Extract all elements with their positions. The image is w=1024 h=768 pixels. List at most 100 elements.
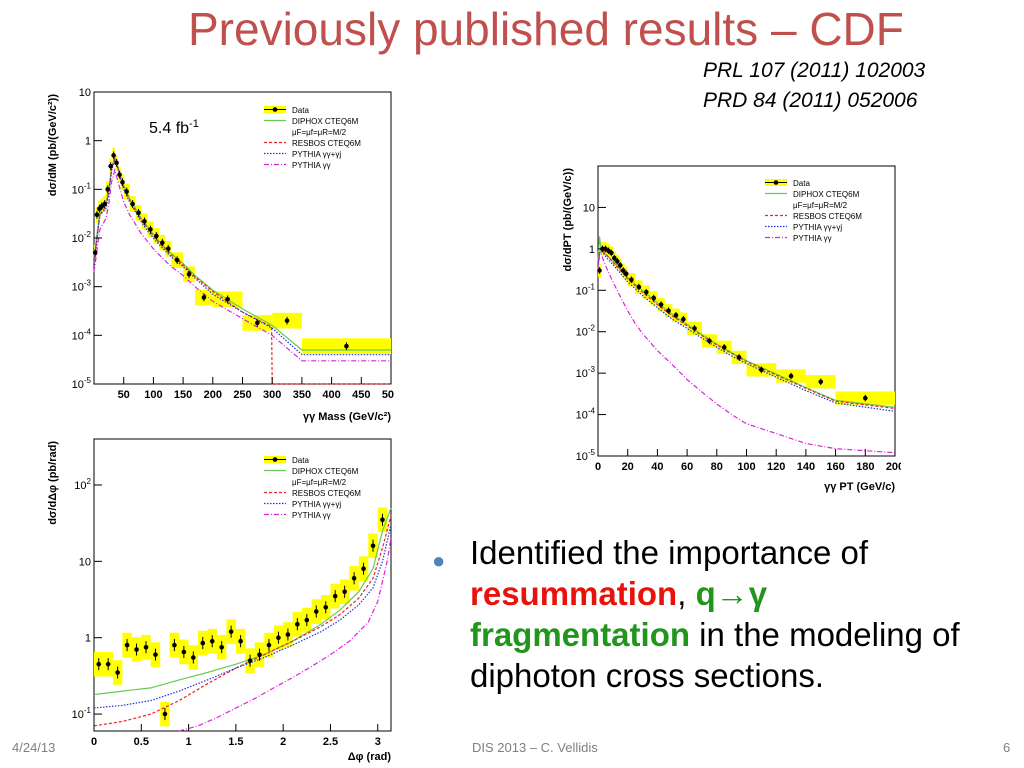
x-tick-label: 150 [174,389,192,401]
data-point [313,609,319,614]
x-tick-label: 50 [118,389,130,401]
data-point [114,160,119,166]
slide-title: Previously published results – CDF [188,3,904,55]
data-point [707,338,712,344]
data-point [255,320,260,326]
x-tick-label: 60 [681,461,693,473]
term-q-to-gamma: q→γ [695,575,768,612]
series-line-pythia_gg [597,252,896,454]
data-point [111,153,116,158]
y-tick-label: 1 [589,244,595,256]
data-point [673,312,679,318]
data-point [165,246,171,252]
data-point [332,593,338,599]
legend-label: Data [793,179,810,188]
y-tick-label: 10 [79,556,91,568]
data-point [124,642,130,648]
data-point [120,179,125,185]
x-axis-label: Δφ (rad) [348,751,392,763]
x-tick-label: 2 [280,736,286,748]
data-point [172,642,177,648]
data-point [636,284,642,290]
y-tick-label: 1 [85,136,91,148]
data-point [219,644,224,650]
footer-presenter: DIS 2013 – C. Vellidis [472,740,598,755]
y-tick-label: 10-4 [576,407,596,422]
series-line-resbos [597,247,896,410]
data-point [681,316,686,322]
x-tick-label: 0 [595,461,601,473]
data-point [181,649,187,655]
bullet-text: Identified the importance of resummation… [470,532,1012,696]
reference-prl: PRL 107 (2011) 102003 [703,59,926,82]
x-tick-label: 400 [322,389,340,401]
legend-label: μF=μf=μR=M/2 [292,128,347,137]
data-point [94,212,100,218]
x-tick-label: 40 [651,461,663,473]
footer-page-number: 6 [1003,740,1011,755]
data-point [174,257,180,263]
x-tick-label: 450 [352,389,370,401]
y-axis-label: dσ/dPT (pb/(GeV/c)) [562,168,574,272]
data-point [225,297,230,302]
data-point [692,326,697,331]
data-point [818,379,824,385]
data-point [361,566,366,572]
x-tick-label: 0.5 [134,736,149,748]
data-point [620,268,626,273]
data-point [257,652,262,657]
legend-swatch-data-point [773,180,779,185]
y-tick-label: 10-3 [72,279,92,294]
x-tick-label: 500 [382,389,394,401]
data-point [136,210,141,216]
bullet-point: ● Identified the importance of resummati… [432,532,1012,696]
legend-label: RESBOS CTEQ6M [793,212,862,221]
data-point [370,543,376,549]
plot-frame [93,91,392,385]
x-tick-label: 120 [767,461,785,473]
y-tick-label: 102 [74,477,91,492]
data-point [143,644,149,650]
legend-swatch-data-point [272,107,278,112]
data-point [160,240,165,246]
data-point [617,263,623,268]
data-point [344,343,349,349]
legend-label: PYTHIA γγ [292,511,331,520]
data-point [643,289,649,295]
data-point [200,640,206,646]
x-tick-label: 200 [204,389,222,401]
mass-distribution-plot: 50 100 150 200 250 300 350 400 450 500 10 1 10-1 10-2… [42,84,394,424]
legend-label: PYTHIA γγ+γj [793,223,842,232]
data-point [609,250,614,256]
x-tick-label: 350 [293,389,311,401]
legend-label: DIPHOX CTEQ6M [793,190,860,199]
series-line-diphox [597,236,896,408]
bullet-separator: , [677,575,696,612]
data-point [96,661,102,667]
series-line-resbos [93,157,391,385]
data-point [105,661,111,667]
data-point [153,652,158,657]
bullet-dot: ● [432,548,446,573]
legend-swatch-data-point [272,457,278,462]
legend-label: μF=μf=μR=M/2 [292,478,347,487]
data-point [612,255,617,261]
legend-label: PYTHIA γγ [292,161,331,170]
legend-label: μF=μf=μR=M/2 [793,201,848,210]
data-point [615,259,620,264]
series-line-pythia_gg_gj [93,524,392,709]
data-point [629,277,634,283]
bullet-text-2: in the modeling of diphoton cross sectio… [470,616,960,694]
data-point [651,295,656,301]
x-axis-label: γγ PT (GeV/c) [824,481,895,493]
data-point [115,670,120,675]
data-point [228,629,234,634]
data-point [148,227,153,232]
series-line-pythia_gg_gj [93,158,391,356]
references: PRL 107 (2011) 102003 PRD 84 (2011) 0520… [703,56,925,116]
pt-distribution-plot: 0 20 40 60 80 100 120 140 160 180 200 10 1 10-1 10-2 10… [557,160,901,494]
x-tick-label: 1 [186,736,192,748]
legend-label: PYTHIA γγ+γj [292,150,341,159]
y-tick-label: 10-1 [72,181,92,196]
data-point [201,295,207,300]
